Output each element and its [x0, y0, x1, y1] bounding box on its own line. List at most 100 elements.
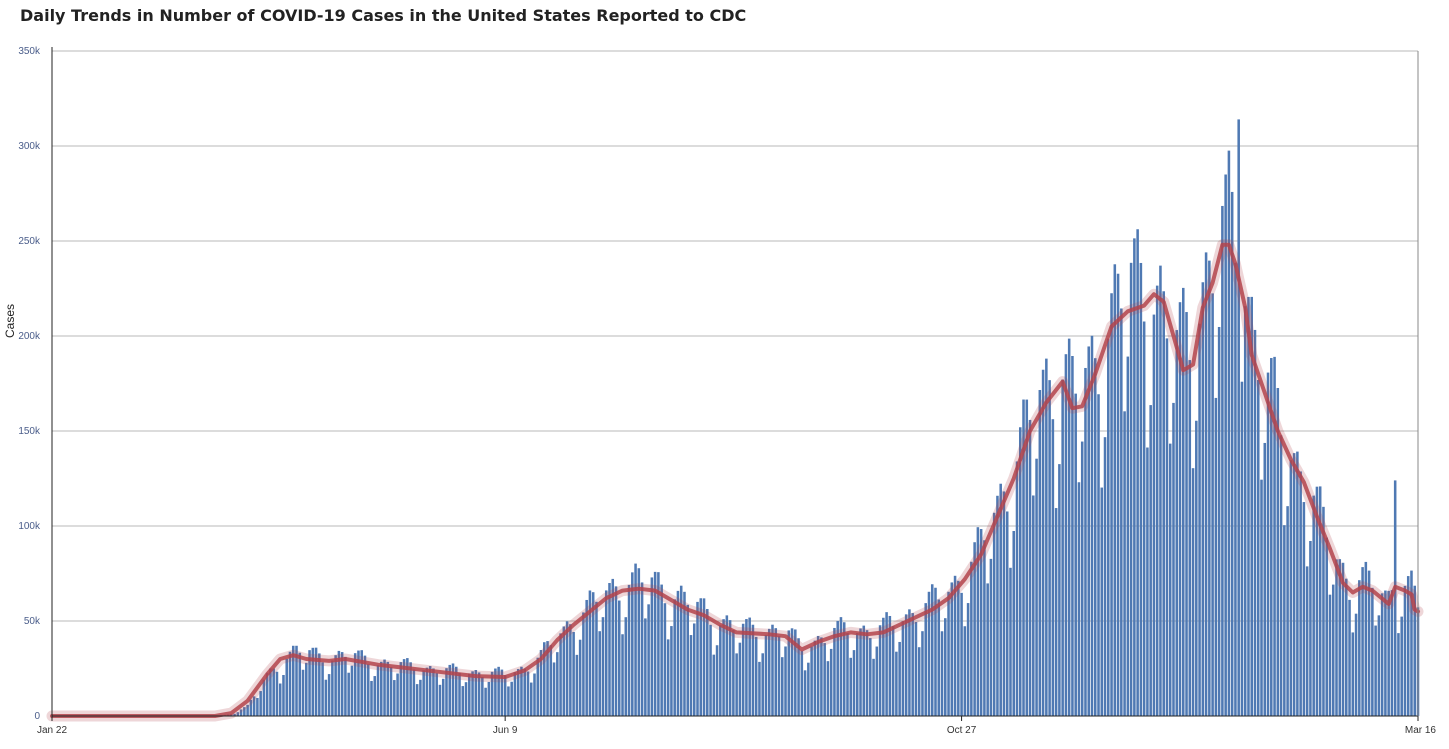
bar: [986, 583, 989, 716]
bar: [692, 623, 696, 716]
y-tick-label: 300k: [18, 141, 41, 152]
bar: [774, 628, 778, 716]
bar: [784, 646, 787, 716]
bar: [1139, 262, 1143, 716]
bar: [1182, 287, 1185, 716]
bar: [399, 662, 403, 716]
bar: [816, 635, 820, 716]
bar: [556, 652, 559, 716]
bar: [771, 624, 774, 716]
bar: [533, 673, 536, 716]
bar: [409, 662, 412, 716]
bar: [1217, 326, 1221, 716]
bar: [324, 679, 328, 716]
bar: [1240, 381, 1244, 716]
bar: [366, 664, 370, 716]
bar: [719, 625, 722, 716]
y-tick-label: 0: [34, 711, 40, 722]
bar: [1155, 285, 1159, 716]
bar: [686, 604, 689, 716]
bar: [979, 529, 983, 716]
bar: [849, 657, 853, 716]
x-tick-label: Jan 22: [37, 725, 67, 736]
bar: [598, 631, 601, 716]
bar: [715, 645, 719, 716]
bar: [1380, 593, 1384, 716]
bar: [575, 654, 579, 716]
bar: [640, 582, 644, 716]
bar: [1208, 260, 1211, 716]
bar: [960, 592, 963, 716]
bar: [539, 650, 543, 716]
bar: [272, 668, 275, 716]
bar: [305, 662, 308, 716]
bar: [1318, 486, 1322, 716]
bar: [1325, 537, 1328, 716]
y-tick-label: 150k: [18, 426, 41, 437]
bar: [419, 679, 422, 716]
bar: [875, 646, 879, 716]
bar: [1322, 506, 1325, 716]
bar: [1191, 468, 1195, 716]
bar: [1188, 360, 1192, 716]
bar: [314, 647, 318, 716]
bar: [239, 709, 243, 716]
bar: [1149, 405, 1152, 716]
bar: [976, 527, 980, 716]
bar: [833, 627, 836, 716]
bar: [1390, 590, 1394, 716]
bar: [1253, 329, 1257, 716]
bar: [810, 646, 813, 716]
bar: [702, 598, 706, 716]
bar: [1302, 502, 1306, 716]
bar: [1214, 397, 1218, 716]
bar: [291, 645, 295, 716]
bar: [666, 639, 670, 716]
bar: [679, 585, 683, 716]
bar: [908, 609, 911, 716]
y-axis-title: Cases: [3, 304, 17, 338]
bar: [1172, 402, 1175, 716]
bar: [1335, 559, 1338, 716]
bar: [1289, 460, 1293, 716]
bar: [1243, 306, 1247, 716]
bar: [1354, 613, 1358, 716]
bar: [797, 638, 800, 716]
bar: [996, 495, 999, 716]
bar: [344, 656, 347, 716]
bar: [347, 672, 350, 716]
bar: [1032, 495, 1035, 716]
chart-title: Daily Trends in Number of COVID-19 Cases…: [20, 6, 747, 25]
bar: [1234, 262, 1237, 716]
bar: [963, 626, 967, 716]
bar: [712, 654, 716, 716]
bar: [624, 617, 628, 716]
bar: [696, 601, 699, 716]
bar: [1097, 394, 1100, 716]
bar: [673, 599, 676, 716]
bar: [1315, 486, 1319, 716]
bar: [1309, 540, 1312, 716]
bar: [393, 680, 396, 716]
bar: [983, 540, 986, 716]
bar: [1025, 399, 1029, 716]
bar: [327, 674, 331, 716]
bar: [794, 629, 797, 716]
bar: [337, 650, 341, 716]
bar: [1133, 238, 1136, 717]
bar: [1361, 567, 1364, 716]
bar: [474, 670, 478, 716]
bar: [637, 568, 641, 716]
bar: [1250, 296, 1253, 716]
bar: [380, 661, 383, 716]
bar: [836, 620, 839, 716]
bar: [468, 673, 471, 716]
bar: [448, 664, 452, 716]
bar: [402, 659, 406, 716]
bar: [790, 628, 794, 716]
bar: [523, 668, 526, 716]
bar: [1224, 174, 1227, 716]
bar: [454, 666, 458, 716]
bar: [973, 542, 976, 716]
bar: [741, 623, 745, 716]
